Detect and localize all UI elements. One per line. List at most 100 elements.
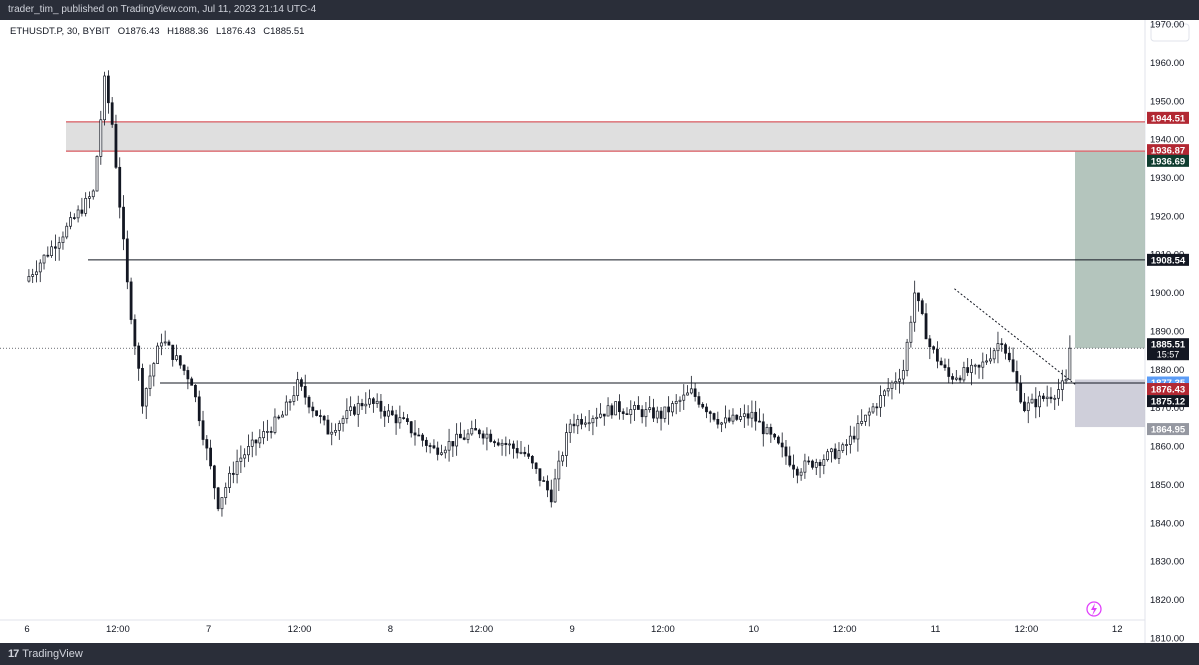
candle-body: [144, 388, 148, 407]
candle-body: [988, 358, 992, 362]
publish-info-text: trader_tim_ published on TradingView.com…: [8, 4, 317, 15]
candle: [894, 372, 898, 390]
candle: [243, 448, 247, 468]
candle: [515, 440, 519, 459]
candle-body: [212, 465, 216, 489]
candle: [837, 442, 841, 465]
candle: [284, 395, 288, 416]
zone-position-stop: [1075, 379, 1145, 428]
candle: [633, 401, 636, 421]
candle-body: [833, 448, 837, 459]
price-label-bg: [1147, 253, 1189, 266]
candle: [648, 396, 652, 413]
candle-body: [432, 445, 436, 449]
candle-body: [163, 341, 167, 344]
candle: [818, 459, 822, 478]
candle: [1023, 392, 1026, 413]
candle: [209, 439, 212, 470]
time-axis-tick: 7: [206, 624, 211, 635]
candle-body: [886, 388, 890, 392]
candle: [701, 402, 705, 409]
candle-body: [830, 448, 833, 453]
price-axis-tick: 1900.00: [1150, 288, 1184, 299]
chart-frame[interactable]: 1810.00 1820.00 1830.00 1840.00 1850.00 1860.…: [0, 20, 1199, 643]
candlestick-chart[interactable]: 1810.00 1820.00 1830.00 1840.00 1850.00 1860.…: [0, 20, 1199, 643]
candle: [277, 414, 281, 420]
candle: [720, 421, 724, 433]
candle-body: [606, 405, 610, 417]
candle-body: [250, 439, 254, 447]
candle-body: [890, 382, 894, 389]
candle-body: [387, 410, 390, 417]
candle-body: [72, 217, 76, 219]
candle: [864, 414, 867, 426]
candle: [254, 439, 258, 456]
candle: [913, 280, 917, 332]
candle-body: [474, 428, 477, 431]
candle-body: [542, 480, 546, 482]
candle: [724, 405, 727, 429]
candle-body: [966, 367, 970, 373]
candle-body: [599, 413, 602, 418]
candle: [428, 442, 432, 454]
candle-body: [735, 414, 739, 420]
legend-high: H1888.36: [167, 26, 209, 37]
candle-body: [962, 367, 966, 381]
candle: [591, 415, 595, 436]
candle: [421, 433, 424, 447]
candle-body: [580, 419, 583, 425]
candle: [557, 450, 561, 492]
candle-body: [371, 398, 375, 404]
candle: [163, 330, 167, 346]
candle: [95, 155, 99, 192]
candle: [655, 406, 659, 424]
candle-body: [561, 455, 565, 462]
price-axis-tick: 1950.00: [1150, 96, 1184, 107]
candle: [788, 446, 792, 468]
candle-body: [625, 413, 629, 416]
candle: [387, 403, 390, 424]
candle-body: [216, 487, 220, 510]
price-label-bg: [1147, 423, 1189, 436]
candle-body: [190, 378, 194, 386]
candle-body: [633, 405, 636, 410]
candle: [973, 363, 977, 375]
candle: [614, 401, 618, 416]
candle: [727, 409, 731, 424]
candle-body: [591, 418, 595, 424]
candle-body: [31, 274, 35, 277]
candle: [281, 410, 284, 418]
candle-body: [413, 432, 417, 436]
candle-body: [512, 443, 515, 449]
candle-body: [557, 460, 561, 480]
candle-body: [394, 414, 398, 424]
candle-body: [602, 413, 606, 417]
price-axis-tick: 1940.00: [1150, 135, 1184, 146]
price-label-bg: [1147, 338, 1189, 361]
candle-body: [595, 416, 599, 419]
candle: [88, 191, 91, 209]
candle: [141, 363, 144, 414]
candle: [739, 408, 742, 422]
candle-body: [773, 433, 777, 438]
candle: [852, 426, 856, 443]
candle-body: [156, 345, 159, 364]
tradingview-logo[interactable]: 17 TradingView: [8, 648, 83, 660]
candle: [76, 205, 80, 223]
candle: [356, 395, 360, 427]
candle-body: [917, 292, 920, 302]
candle: [1041, 393, 1045, 402]
candle: [330, 422, 334, 446]
zone-position-target: [1075, 151, 1145, 349]
candle: [576, 414, 580, 435]
candle-body: [1023, 401, 1026, 412]
candle-body: [307, 396, 311, 408]
candle: [943, 358, 947, 371]
candle: [436, 441, 440, 461]
candle: [296, 371, 300, 401]
candle-body: [913, 292, 917, 323]
candle-body: [1034, 398, 1038, 408]
symbol-legend: ETHUSDT.P, 30, BYBIT O1876.43 H1888.36 L…: [10, 26, 309, 37]
candle-body: [254, 439, 258, 444]
candle-body: [379, 400, 383, 412]
